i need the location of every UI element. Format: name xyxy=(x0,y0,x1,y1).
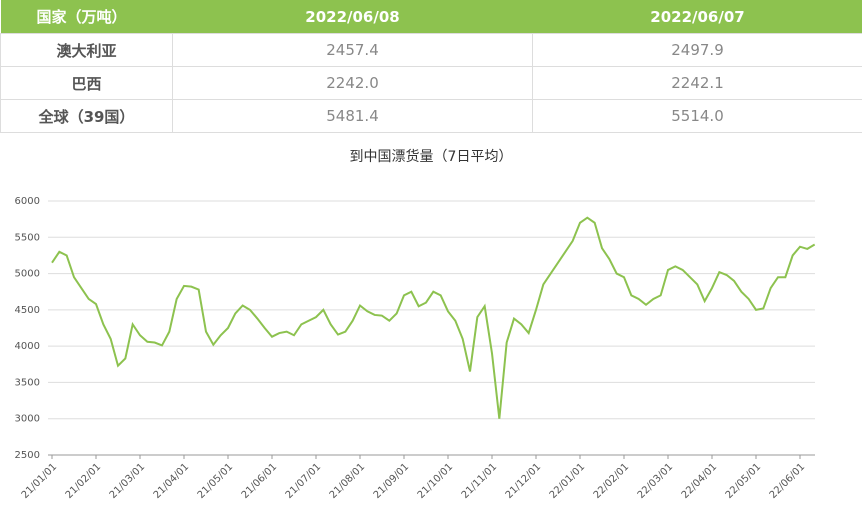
cell: 5514.0 xyxy=(532,99,862,133)
x-tick-label: 22/03/01 xyxy=(636,461,676,501)
x-tick-label: 21/12/01 xyxy=(504,461,544,501)
data-table: 国家（万吨） 2022/06/08 2022/06/07 澳大利亚 2457.4 2… xyxy=(0,0,862,133)
x-tick-label: 21/08/01 xyxy=(328,461,368,501)
chart-title: 到中国漂货量（7日平均） xyxy=(350,148,513,165)
row: 巴西 2242.0 2242.1 xyxy=(0,66,862,100)
row: 澳大利亚 2457.4 2497.9 xyxy=(0,33,862,67)
cell: 巴西 xyxy=(0,66,173,100)
x-tick-label: 21/05/01 xyxy=(196,461,236,501)
x-tick-label: 22/02/01 xyxy=(592,461,632,501)
x-tick-label: 21/04/01 xyxy=(152,461,192,501)
cell: 2242.0 xyxy=(172,66,533,100)
cell: 2497.9 xyxy=(532,33,862,67)
x-tick-label: 21/07/01 xyxy=(284,461,324,501)
cell: 全球（39国） xyxy=(0,99,173,133)
x-tick-label: 22/06/01 xyxy=(768,461,808,501)
header-row: 国家（万吨） 2022/06/08 2022/06/07 xyxy=(0,0,862,34)
row: 全球（39国） 5481.4 5514.0 xyxy=(0,99,862,133)
y-tick-label: 3500 xyxy=(15,377,40,388)
x-tick-label: 21/01/01 xyxy=(20,461,60,501)
chart: 到中国漂货量（7日平均） 2500 3000 3500 4000 4500 5000 550… xyxy=(15,148,816,501)
cell: 2457.4 xyxy=(172,33,533,67)
cell: 2242.1 xyxy=(532,66,862,100)
x-tick-label: 22/05/01 xyxy=(724,461,764,501)
x-tick-label: 21/06/01 xyxy=(240,461,280,501)
x-tick-label: 22/01/01 xyxy=(548,461,588,501)
x-tick-label: 21/10/01 xyxy=(416,461,456,501)
y-tick-label: 3000 xyxy=(15,414,40,425)
data-line xyxy=(51,216,816,419)
header-cell: 国家（万吨） xyxy=(0,0,173,34)
x-tick-label: 21/09/01 xyxy=(372,461,412,501)
cell: 5481.4 xyxy=(172,99,533,133)
x-tick-label: 21/02/01 xyxy=(64,461,104,501)
cell: 澳大利亚 xyxy=(0,33,173,67)
header-cell: 2022/06/07 xyxy=(532,0,862,34)
header-cell: 2022/06/08 xyxy=(172,0,533,34)
x-tick-label: 21/03/01 xyxy=(108,461,148,501)
y-tick-label: 2500 xyxy=(15,450,40,461)
y-tick-label: 4500 xyxy=(15,305,40,316)
x-tick-label: 22/04/01 xyxy=(680,461,720,501)
y-tick-label: 4000 xyxy=(15,341,40,352)
x-tick-label: 21/11/01 xyxy=(460,461,500,501)
y-tick-label: 5000 xyxy=(15,269,40,280)
y-tick-label: 6000 xyxy=(15,196,40,207)
y-tick-label: 5500 xyxy=(15,232,40,243)
